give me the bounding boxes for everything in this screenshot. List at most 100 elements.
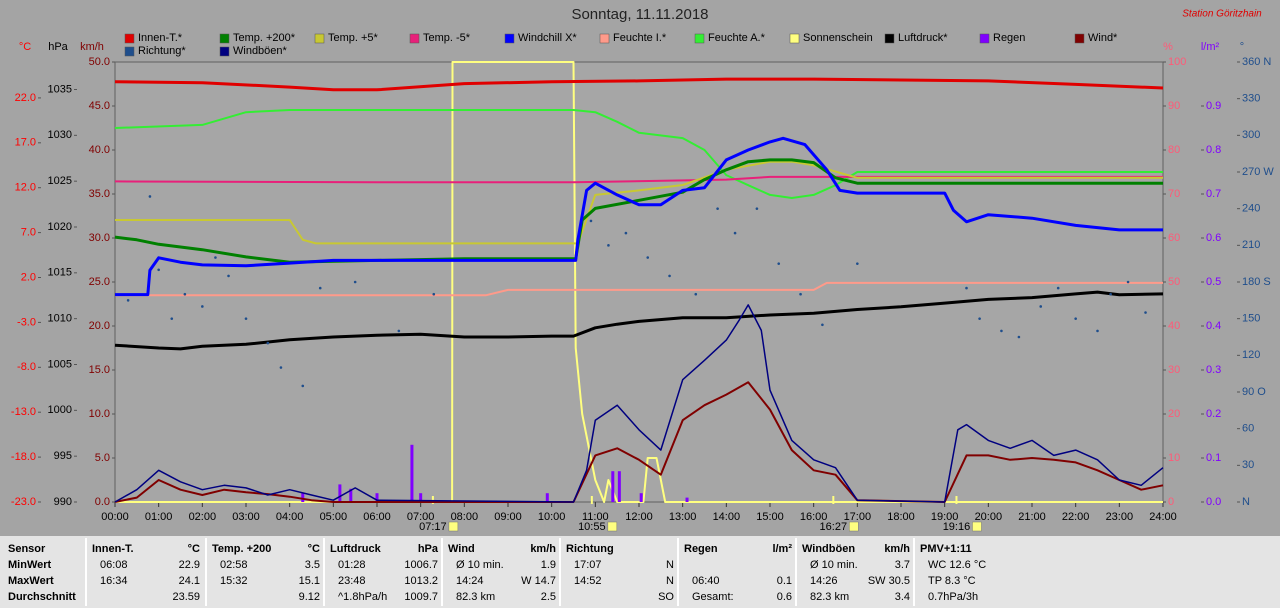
table-cell: 2.5 xyxy=(541,591,556,603)
rain-bar xyxy=(338,484,342,502)
direction-point xyxy=(607,244,610,247)
y-tick-label: 25.0 xyxy=(89,276,110,288)
x-tick-label: 24:00 xyxy=(1149,511,1177,523)
y-tick-label: 240 xyxy=(1242,203,1260,215)
direction-point xyxy=(624,231,628,235)
direction-point xyxy=(214,256,217,259)
legend-swatch xyxy=(219,33,230,44)
table-cell: N xyxy=(666,559,674,571)
x-tick-label: 03:00 xyxy=(232,511,260,523)
y-tick-label: 180 S xyxy=(1242,276,1271,288)
direction-point xyxy=(1109,292,1112,296)
row-label: MinWert xyxy=(8,559,52,571)
axis-unit: l/m² xyxy=(1201,41,1220,53)
series-line xyxy=(114,304,1164,503)
legend-swatch xyxy=(314,33,325,44)
y-tick-label: 7.0 xyxy=(21,227,36,239)
legend-swatch xyxy=(409,33,420,44)
direction-point xyxy=(978,317,981,320)
legend-label: Regen xyxy=(993,32,1025,44)
table-cell: 1009.7 xyxy=(404,591,438,603)
y-tick-label: 10 xyxy=(1168,452,1180,464)
y-tick-label: 80 xyxy=(1168,144,1180,156)
y-tick-label: 15.0 xyxy=(89,364,110,376)
series-line xyxy=(114,381,1164,503)
direction-point xyxy=(1096,329,1099,333)
y-tick-label: -13.0 xyxy=(11,406,36,418)
x-tick-label: 23:00 xyxy=(1106,511,1134,523)
table-cell: 24.1 xyxy=(179,575,200,587)
direction-point xyxy=(201,305,204,308)
table-cell: 23:48 xyxy=(338,575,366,587)
table-cell: WC 12.6 °C xyxy=(928,559,986,571)
legend-swatch xyxy=(599,33,610,44)
legend-swatch xyxy=(694,33,705,44)
x-tick-label: 22:00 xyxy=(1062,511,1090,523)
y-tick-label: -3.0 xyxy=(17,316,36,328)
y-tick-label: 0.9 xyxy=(1206,100,1221,112)
y-tick-label: 30 xyxy=(1168,364,1180,376)
y-tick-label: 0.1 xyxy=(1206,452,1221,464)
x-tick-label: 17:00 xyxy=(844,511,872,523)
legend-swatch xyxy=(789,33,800,44)
rain-bar xyxy=(301,493,305,502)
table-cell: Ø 10 min. xyxy=(810,559,858,571)
legend-label: Sonnenschein xyxy=(803,32,873,44)
y-tick-label: 30.0 xyxy=(89,232,110,244)
rain-bar xyxy=(685,497,689,502)
series-line xyxy=(114,109,1163,199)
y-tick-label: 20 xyxy=(1168,408,1180,420)
table-cell: 23.59 xyxy=(172,591,200,603)
x-tick-label: 02:00 xyxy=(189,511,217,523)
table-cell: 01:28 xyxy=(338,559,366,571)
table-cell: ^1.8hPa/h xyxy=(338,591,387,603)
summary-table xyxy=(0,536,1280,608)
table-cell: 1013.2 xyxy=(404,575,438,587)
y-tick-label: 20.0 xyxy=(89,320,110,332)
event-label: 19:16 xyxy=(943,521,971,533)
direction-point xyxy=(266,341,270,345)
legend-label: Feuchte A.* xyxy=(708,32,766,44)
legend-swatch xyxy=(884,33,895,44)
y-tick-label: -8.0 xyxy=(17,361,36,373)
axis-unit: °C xyxy=(19,41,31,53)
table-cell: 14:52 xyxy=(574,575,602,587)
y-tick-label: 0.3 xyxy=(1206,364,1221,376)
legend-label: Luftdruck* xyxy=(898,32,948,44)
table-cell: 1006.7 xyxy=(404,559,438,571)
event-marker xyxy=(590,496,593,504)
y-tick-label: 270 W xyxy=(1242,166,1274,178)
group-title: Luftdruck xyxy=(330,543,382,555)
y-tick-label: 120 xyxy=(1242,349,1260,361)
y-tick-label: 1025 xyxy=(48,175,72,187)
table-cell: 16:34 xyxy=(100,575,128,587)
y-tick-label: 100 xyxy=(1168,56,1186,68)
table-cell: 17:07 xyxy=(574,559,602,571)
x-tick-label: 20:00 xyxy=(975,511,1003,523)
chart-title: Sonntag, 11.11.2018 xyxy=(571,6,708,23)
y-tick-label: 40.0 xyxy=(89,144,110,156)
x-tick-label: 00:00 xyxy=(101,511,129,523)
event-marker xyxy=(955,496,958,504)
table-cell: 3.5 xyxy=(305,559,320,571)
legend-label: Windchill X* xyxy=(518,32,577,44)
y-tick-label: 300 xyxy=(1242,129,1260,141)
table-cell: 82.3 km xyxy=(456,591,495,603)
y-tick-label: 1005 xyxy=(48,358,72,370)
group-unit: °C xyxy=(308,543,320,555)
group-title: Innen-T. xyxy=(92,543,134,555)
group-title: Windböen xyxy=(802,543,855,555)
x-tick-label: 15:00 xyxy=(756,511,784,523)
direction-point xyxy=(1074,317,1077,320)
direction-point xyxy=(318,286,322,290)
event-label: 16:27 xyxy=(820,521,848,533)
y-tick-label: 1015 xyxy=(48,267,72,279)
legend-label: Windböen* xyxy=(233,45,288,57)
y-tick-label: 0.2 xyxy=(1206,408,1221,420)
event-icon xyxy=(849,521,859,532)
table-cell: SW 30.5 xyxy=(868,575,910,587)
y-tick-label: 60 xyxy=(1168,232,1180,244)
summary: Sensor MinWert MaxWert Durchschnitt Innen-T.… xyxy=(8,538,986,606)
y-tick-label: 10.0 xyxy=(89,408,110,420)
direction-point xyxy=(157,268,160,272)
